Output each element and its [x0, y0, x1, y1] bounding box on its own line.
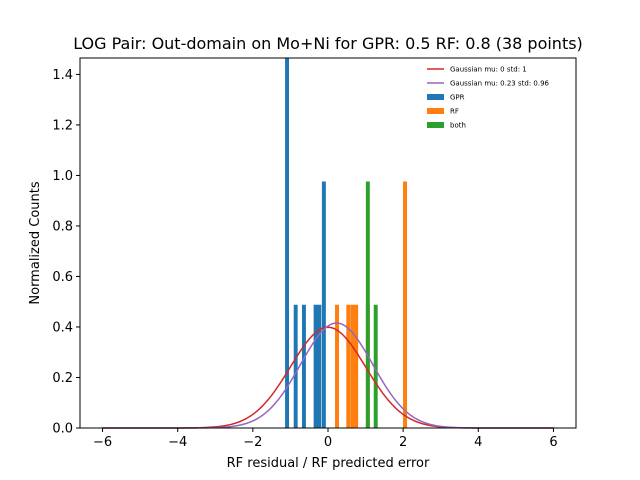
- x-tick-label: 4: [474, 435, 482, 450]
- legend: Gaussian mu: 0 std: 1 Gaussian mu: 0.23 s…: [427, 66, 550, 130]
- x-tick-label: 2: [399, 435, 407, 450]
- bar-gpr-5: [321, 181, 326, 428]
- gaussian-curve-1: [102, 322, 554, 429]
- y-tick-label: 1.4: [52, 68, 73, 83]
- bar-gpr-4: [317, 304, 322, 428]
- legend-label: RF: [450, 108, 459, 116]
- bar-both-1: [373, 304, 378, 428]
- legend-swatch: [427, 94, 444, 100]
- gaussian-curve-0: [102, 326, 554, 429]
- legend-label: both: [450, 122, 466, 130]
- bar-gpr-0: [285, 58, 290, 428]
- bar-rf-0: [335, 304, 339, 428]
- bar-rf-5: [403, 181, 408, 428]
- chart-title: LOG Pair: Out-domain on Mo+Ni for GPR: 0…: [73, 34, 583, 53]
- x-tick-label: −6: [93, 435, 112, 450]
- y-tick-label: 0.0: [52, 422, 73, 437]
- y-tick-label: 0.2: [52, 371, 73, 386]
- curves-layer: [102, 322, 554, 429]
- x-tick-label: −4: [168, 435, 187, 450]
- plot-area: [79, 57, 577, 429]
- y-tick-label: 0.6: [52, 270, 73, 285]
- legend-label: Gaussian mu: 0 std: 1: [450, 66, 527, 74]
- bar-rf-3: [354, 304, 359, 428]
- x-axis-ticks: −6 −4 −2 0 2 4 6: [93, 428, 558, 450]
- bar-gpr-1: [293, 304, 298, 428]
- y-tick-label: 1.2: [52, 118, 73, 133]
- bar-gpr-2: [301, 304, 306, 428]
- legend-swatch: [427, 108, 444, 114]
- y-axis-ticks: 0.0 0.2 0.4 0.6 0.8 1.0 1.2 1.4: [52, 68, 80, 437]
- y-tick-label: 1.0: [52, 169, 73, 184]
- legend-label: Gaussian mu: 0.23 std: 0.96: [450, 80, 550, 88]
- x-tick-label: −2: [243, 435, 262, 450]
- bar-both-0: [365, 181, 370, 428]
- bar-rf-2: [350, 304, 355, 428]
- y-tick-label: 0.4: [52, 320, 73, 335]
- bar-gpr-3: [313, 304, 318, 428]
- y-axis-label: Normalized Counts: [28, 181, 43, 304]
- x-tick-label: 6: [549, 435, 557, 450]
- x-axis-label: RF residual / RF predicted error: [227, 456, 430, 471]
- axes-frame: [79, 57, 577, 429]
- x-tick-label: 0: [324, 435, 332, 450]
- y-tick-label: 0.8: [52, 219, 73, 234]
- bars-layer: [285, 58, 408, 428]
- legend-swatch: [427, 122, 444, 128]
- bar-rf-1: [346, 304, 351, 428]
- legend-label: GPR: [450, 94, 465, 102]
